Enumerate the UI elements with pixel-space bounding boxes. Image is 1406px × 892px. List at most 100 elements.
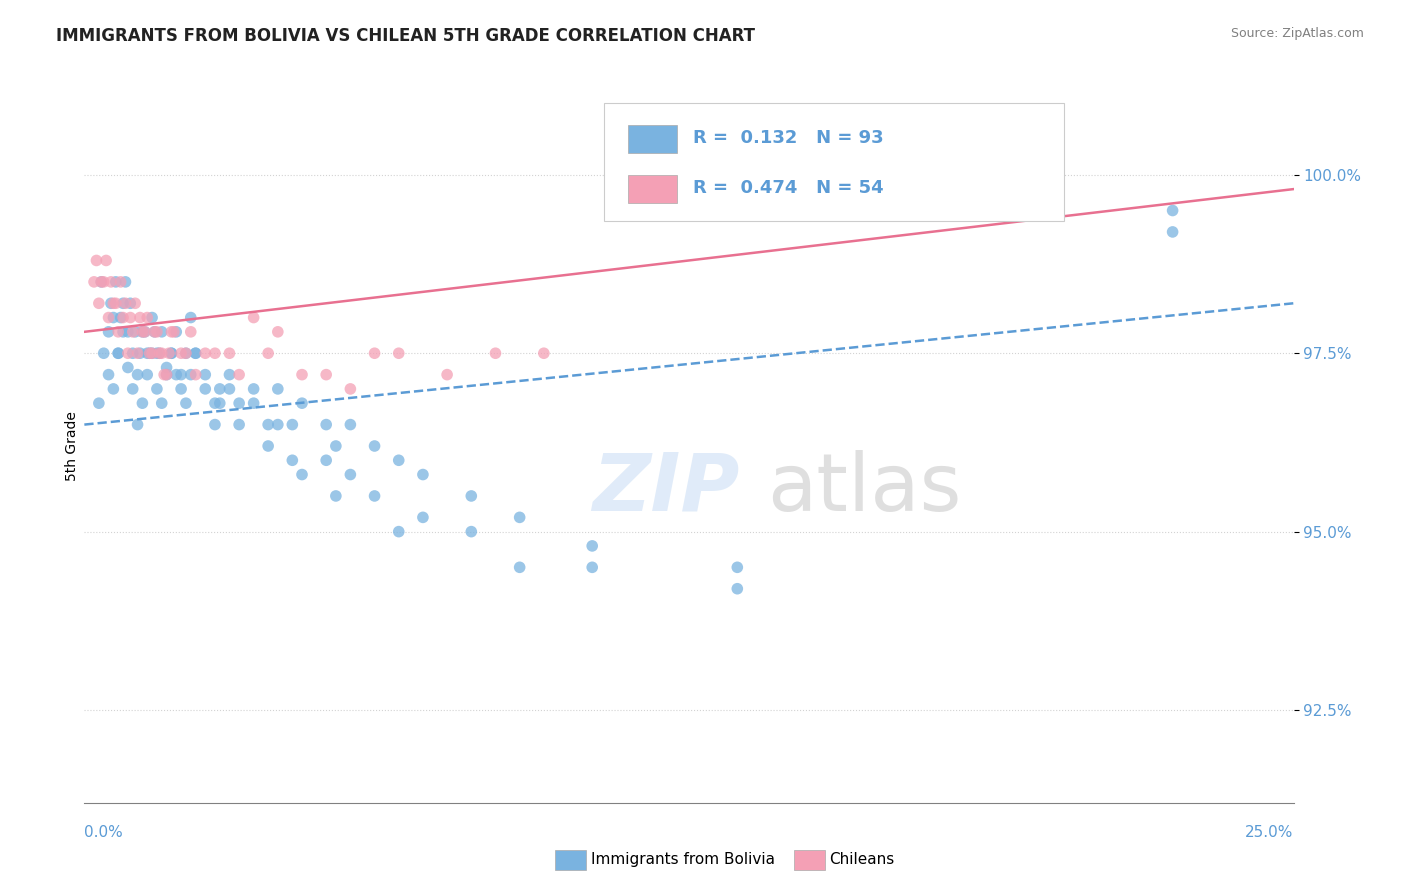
Point bbox=[484, 346, 506, 360]
Point bbox=[315, 453, 337, 467]
Text: R =  0.132   N = 93: R = 0.132 N = 93 bbox=[693, 128, 883, 146]
Point bbox=[146, 346, 169, 360]
Point bbox=[257, 417, 280, 432]
Point bbox=[315, 368, 337, 382]
Point bbox=[141, 346, 163, 360]
Point bbox=[533, 346, 555, 360]
Point bbox=[87, 396, 110, 410]
Point bbox=[107, 325, 129, 339]
Point bbox=[127, 346, 149, 360]
FancyBboxPatch shape bbox=[605, 103, 1064, 221]
Point bbox=[114, 296, 136, 310]
Point bbox=[97, 325, 120, 339]
Point bbox=[146, 325, 169, 339]
Point bbox=[208, 396, 231, 410]
Point bbox=[138, 346, 160, 360]
Point bbox=[339, 467, 361, 482]
Point bbox=[1161, 225, 1184, 239]
Point bbox=[155, 368, 177, 382]
Point bbox=[194, 382, 217, 396]
Point bbox=[150, 325, 173, 339]
Point bbox=[110, 310, 132, 325]
Point bbox=[148, 346, 170, 360]
Point bbox=[114, 275, 136, 289]
Point bbox=[325, 489, 347, 503]
Point bbox=[121, 346, 143, 360]
Point bbox=[204, 417, 226, 432]
Point bbox=[412, 510, 434, 524]
Point bbox=[581, 560, 603, 574]
Point bbox=[725, 560, 748, 574]
Point bbox=[155, 368, 177, 382]
Point bbox=[134, 325, 156, 339]
Point bbox=[184, 346, 207, 360]
Point bbox=[509, 560, 531, 574]
Point bbox=[103, 296, 125, 310]
Point bbox=[460, 489, 482, 503]
Point bbox=[100, 296, 122, 310]
Point bbox=[97, 368, 120, 382]
Point bbox=[267, 325, 290, 339]
Point bbox=[460, 524, 482, 539]
Text: Source: ZipAtlas.com: Source: ZipAtlas.com bbox=[1230, 27, 1364, 40]
Point bbox=[103, 382, 125, 396]
Point bbox=[165, 368, 187, 382]
Point bbox=[127, 417, 149, 432]
Point bbox=[180, 310, 202, 325]
Point bbox=[208, 382, 231, 396]
Point bbox=[93, 275, 115, 289]
Point bbox=[228, 368, 250, 382]
Point bbox=[160, 346, 183, 360]
Point bbox=[146, 382, 169, 396]
Point bbox=[388, 453, 411, 467]
Point bbox=[315, 417, 337, 432]
Point bbox=[170, 382, 193, 396]
Point bbox=[194, 368, 217, 382]
Point bbox=[124, 296, 146, 310]
Point bbox=[242, 396, 264, 410]
Point bbox=[363, 439, 385, 453]
Point bbox=[218, 368, 240, 382]
Point bbox=[165, 325, 187, 339]
Point bbox=[363, 346, 385, 360]
Point bbox=[127, 368, 149, 382]
Point bbox=[363, 489, 385, 503]
Point bbox=[218, 346, 240, 360]
Point bbox=[83, 275, 105, 289]
Point bbox=[257, 439, 280, 453]
Point bbox=[90, 275, 112, 289]
Point bbox=[184, 346, 207, 360]
Point bbox=[90, 275, 112, 289]
Point bbox=[174, 396, 197, 410]
Point bbox=[436, 368, 458, 382]
Point bbox=[157, 346, 180, 360]
Point bbox=[110, 275, 132, 289]
Point bbox=[124, 325, 146, 339]
Text: Chileans: Chileans bbox=[830, 853, 894, 867]
Point bbox=[388, 524, 411, 539]
Y-axis label: 5th Grade: 5th Grade bbox=[65, 411, 79, 481]
Point bbox=[143, 325, 166, 339]
Point bbox=[160, 325, 183, 339]
Point bbox=[129, 310, 152, 325]
Point bbox=[267, 382, 290, 396]
Point bbox=[121, 325, 143, 339]
Point bbox=[93, 346, 115, 360]
Point bbox=[134, 325, 156, 339]
Point bbox=[509, 510, 531, 524]
Point bbox=[143, 325, 166, 339]
Point bbox=[267, 417, 290, 432]
Point bbox=[117, 325, 139, 339]
Text: IMMIGRANTS FROM BOLIVIA VS CHILEAN 5TH GRADE CORRELATION CHART: IMMIGRANTS FROM BOLIVIA VS CHILEAN 5TH G… bbox=[56, 27, 755, 45]
Point bbox=[581, 539, 603, 553]
Point bbox=[170, 346, 193, 360]
Point bbox=[388, 346, 411, 360]
Point bbox=[120, 296, 142, 310]
Point bbox=[117, 346, 139, 360]
Point bbox=[194, 346, 217, 360]
Point bbox=[1161, 203, 1184, 218]
Point bbox=[160, 346, 183, 360]
Point bbox=[242, 310, 264, 325]
Point bbox=[170, 368, 193, 382]
Point bbox=[112, 325, 135, 339]
